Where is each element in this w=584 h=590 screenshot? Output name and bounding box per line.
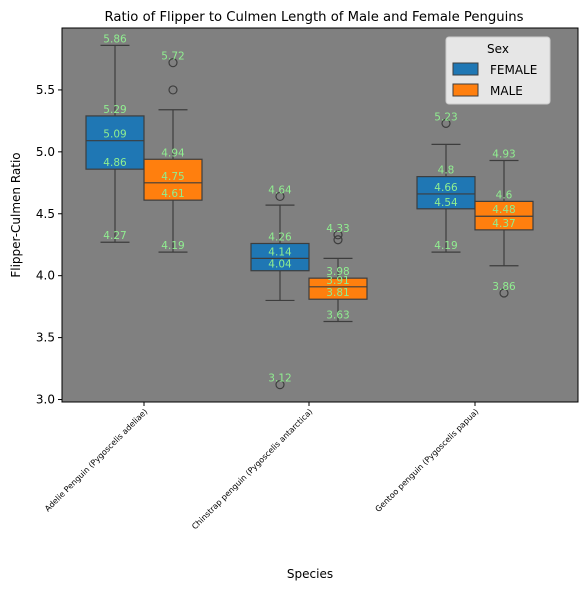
- data-label-female-0-1: 5.29: [103, 104, 126, 116]
- data-label-female-2-4: 4.19: [434, 240, 457, 252]
- legend: Sex FEMALE MALE: [445, 36, 551, 105]
- data-label-female-0-0: 5.86: [103, 33, 127, 45]
- outlier-female-1-1: [275, 380, 285, 390]
- legend-swatch-female: [452, 62, 479, 76]
- outlier-female-1-0: [275, 191, 285, 202]
- y-tick-label-4: 5.0: [36, 145, 55, 159]
- outlier-male-1-0: [333, 230, 343, 240]
- data-label-male-1-3: 3.81: [326, 287, 349, 299]
- data-label-male-1-4: 3.63: [326, 310, 349, 322]
- box-female-0: [85, 115, 145, 170]
- legend-label-female: FEMALE: [490, 63, 537, 77]
- data-label-male-2-0: 4.93: [492, 149, 515, 161]
- data-label-female-1-1: 4.26: [268, 231, 292, 243]
- y-tick-label-2: 4.0: [36, 269, 55, 283]
- data-label-male-1-0: 4.33: [326, 223, 349, 235]
- data-label-female-2-1: 4.8: [438, 165, 455, 177]
- y-tick-label-0: 3.0: [36, 393, 55, 407]
- data-label-female-1-2: 4.14: [268, 246, 292, 258]
- data-label-female-0-4: 4.27: [103, 230, 126, 242]
- data-label-male-0-2: 4.75: [161, 171, 184, 183]
- data-label-female-1-0: 4.64: [268, 184, 292, 196]
- data-label-female-0-2: 5.09: [103, 129, 126, 141]
- outlier-male-0-0: [168, 58, 178, 68]
- box-male-1: [308, 277, 368, 300]
- data-label-male-0-1: 4.94: [161, 147, 185, 159]
- chart-title: Ratio of Flipper to Culmen Length of Mal…: [105, 10, 524, 25]
- outlier-male-0-1: [168, 85, 178, 95]
- box-male-0: [143, 158, 203, 201]
- data-label-female-2-3: 4.54: [434, 197, 458, 209]
- legend-label-male: MALE: [490, 84, 523, 98]
- y-tick-label-1: 3.5: [36, 331, 55, 345]
- data-label-female-1-4: 3.12: [268, 373, 291, 385]
- outlier-male-2-0: [499, 288, 509, 298]
- y-axis-label: Flipper-Culmen Ratio: [9, 152, 23, 277]
- data-label-male-2-1: 4.6: [496, 189, 513, 201]
- data-label-female-1-3: 4.04: [268, 259, 292, 271]
- legend-swatch-male: [452, 83, 479, 97]
- outlier-female-2-0: [441, 118, 451, 128]
- data-label-female-2-0: 5.23: [434, 111, 457, 123]
- data-label-female-2-2: 4.66: [434, 182, 458, 194]
- x-tick-label-1: Chinstrap penguin (Pygoscelis antarctica…: [190, 407, 314, 531]
- data-label-male-1-2: 3.91: [326, 275, 349, 287]
- data-label-male-0-4: 4.19: [161, 240, 184, 252]
- y-tick-label-5: 5.5: [36, 83, 55, 97]
- outlier-male-1-1: [333, 235, 343, 245]
- x-tick-label-0: Adelie Penguin (Pygoscelis adeliae): [43, 407, 149, 513]
- legend-title: Sex: [487, 42, 509, 56]
- data-label-male-2-4: 3.86: [492, 281, 516, 293]
- box-female-2: [416, 176, 476, 210]
- x-tick-label-2: Gentoo penguin (Pygoscelis papua): [374, 407, 481, 514]
- data-label-female-0-3: 4.86: [103, 157, 127, 169]
- y-tick-label-3: 4.5: [36, 207, 55, 221]
- data-label-male-2-3: 4.37: [492, 218, 515, 230]
- box-male-2: [474, 200, 534, 231]
- data-label-male-0-3: 4.61: [161, 188, 184, 200]
- box-female-1: [250, 242, 310, 272]
- data-label-male-0-0: 5.72: [161, 51, 184, 63]
- x-axis-label: Species: [287, 567, 333, 581]
- data-label-male-2-2: 4.48: [492, 204, 515, 216]
- data-label-male-1-1: 3.98: [326, 266, 349, 278]
